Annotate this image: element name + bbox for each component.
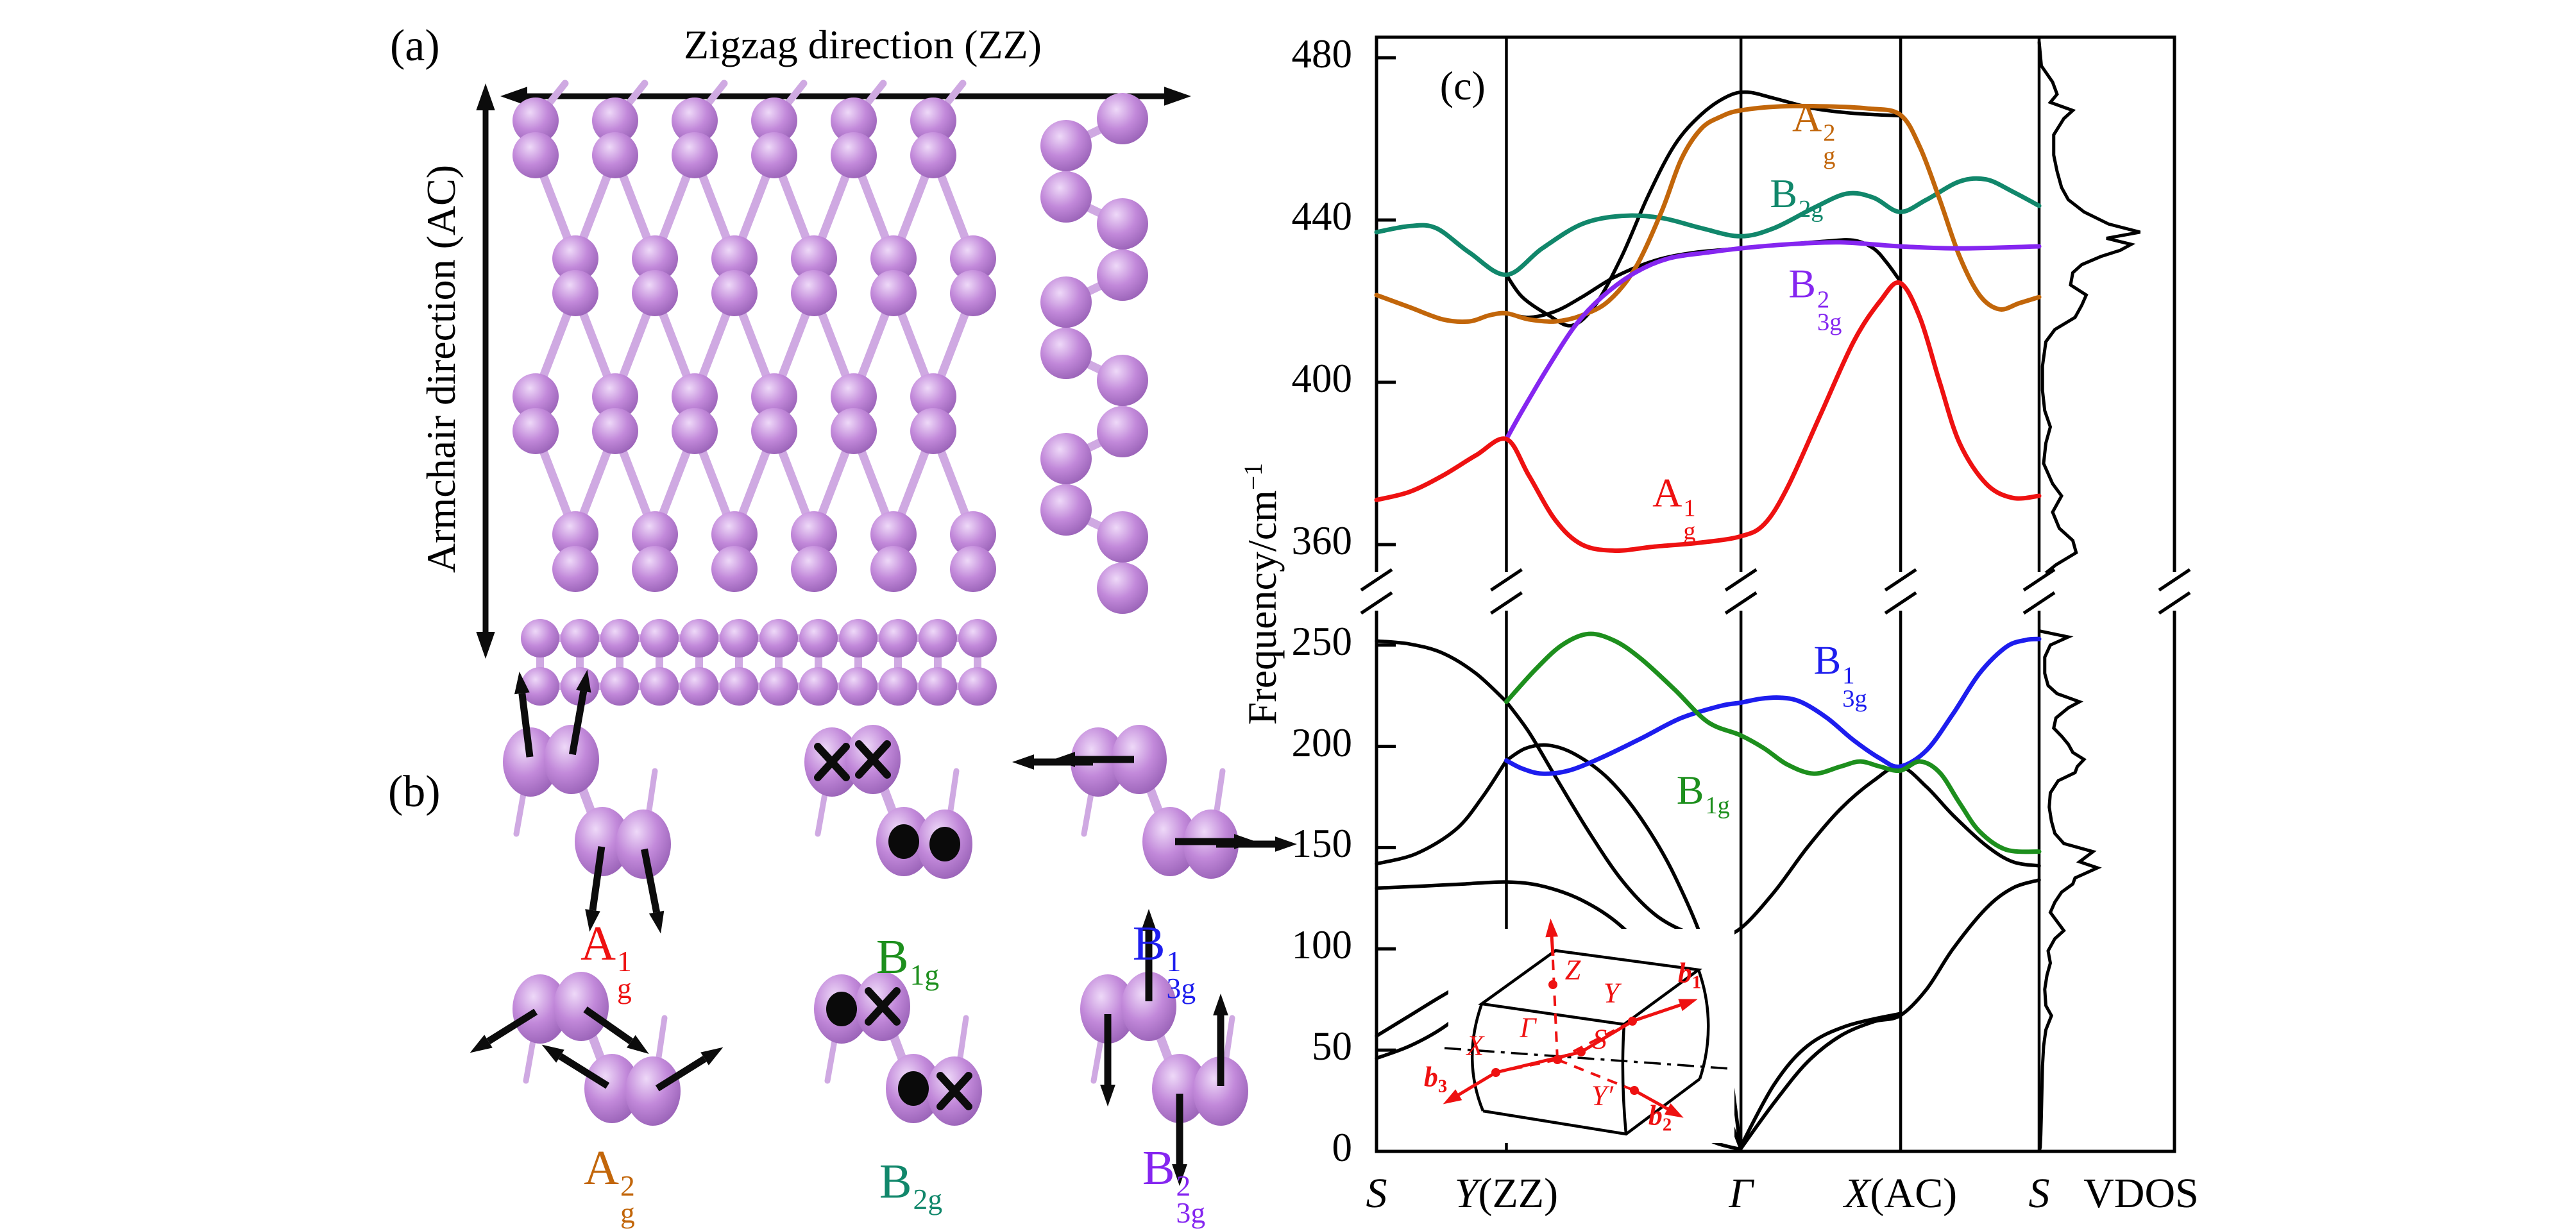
lattice-side-view-zz [1040,93,1148,614]
inset-label-z: Z [1564,954,1581,986]
inset-label-b1: b1 [1677,957,1702,993]
inset-label-gamma: Γ [1520,1012,1536,1044]
xlabel-y-zz: Y(ZZ) [1454,1170,1559,1217]
lattice-side-view-ac [521,619,997,706]
ytick-440: 440 [1291,193,1353,239]
curve-b3g1 [1504,636,2042,776]
xlabel-gamma: Γ [1729,1170,1753,1217]
mode-label-b2g: B 2g [879,1154,943,1216]
curve-black-acoustic-gamma-x-s [1738,878,2041,1151]
y-axis-title: Frequency/cm−1 [1239,462,1285,725]
mode-label-b3g1: B 1 3g [1132,916,1196,1005]
mode-label-b1g: B 1g [876,929,940,992]
ytick-250: 250 [1291,618,1353,664]
curve-black-s142-y193 [1375,758,1509,866]
mode-diagram-ag2 [470,972,724,1126]
curve-b3g2 [1504,240,2042,442]
ytick-50: 50 [1312,1024,1352,1069]
mode-diagram-b1g [804,725,972,879]
vdos-curve-L [2037,629,2102,1152]
mode-label-b3g2: B 2 3g [1142,1140,1206,1229]
panel-a-tag: (a) [390,21,440,71]
dispersion-curves-colored [1374,103,2042,854]
panel-b-tag: (b) [388,767,441,817]
inset-label-b3: b3 [1423,1061,1448,1097]
mode-diagram-b3g2 [1080,909,1248,1186]
ytick-150: 150 [1291,821,1353,867]
xlabel-s-left: S [1366,1170,1387,1217]
xlabel-s-right: S [2028,1170,2050,1217]
ytick-360: 360 [1291,518,1353,563]
anno-b3g1: B 1 3g [1813,637,1867,713]
panel-c-tag: (c) [1439,63,1486,109]
mode-diagram-b2g [814,972,982,1126]
anno-b3g2: B 2 3g [1788,260,1842,336]
ytick-200: 200 [1291,720,1353,765]
anno-b2g: B 2g [1770,171,1824,223]
curve-ag1 [1374,280,2042,553]
xlabel-x-ac: X(AC) [1844,1170,1958,1217]
phonon-dispersion-chart [1360,35,2191,1153]
curve-b1g [1504,631,2042,854]
brillouin-zone-inset [1443,919,1734,1143]
mode-diagram-ag1 [503,670,671,934]
inset-label-s: S [1593,1023,1607,1055]
vdos-curve-U [2037,41,2141,579]
ytick-100: 100 [1291,922,1353,968]
ytick-0: 0 [1332,1125,1353,1170]
lattice-top-view [513,80,996,592]
inset-label-y: Y [1603,977,1620,1009]
ytick-480: 480 [1291,31,1353,76]
inset-label-yprime: Y′ [1591,1080,1614,1112]
zigzag-direction-label: Zigzag direction (ZZ) [684,22,1042,67]
curve-black-optical-min-at-gamma-110 [1504,700,2041,940]
anno-b1g: B 1g [1676,767,1730,820]
curve-acoustic-optical-black-s-y-top [1375,639,1509,704]
panel-a-structure [476,80,1191,706]
xlabel-vdos: VDOS [2083,1170,2199,1217]
inset-label-x: X [1466,1030,1484,1062]
mode-diagram-b3g1 [1012,725,1297,879]
ytick-400: 400 [1291,355,1353,401]
curve-black-acoustic2-gamma-x [1738,1012,1902,1149]
inset-label-b2: b2 [1648,1099,1672,1135]
curve-b2g [1374,176,2042,277]
curve-ag2 [1374,103,2042,325]
armchair-direction-label: Armchair direction (AC) [418,164,464,573]
